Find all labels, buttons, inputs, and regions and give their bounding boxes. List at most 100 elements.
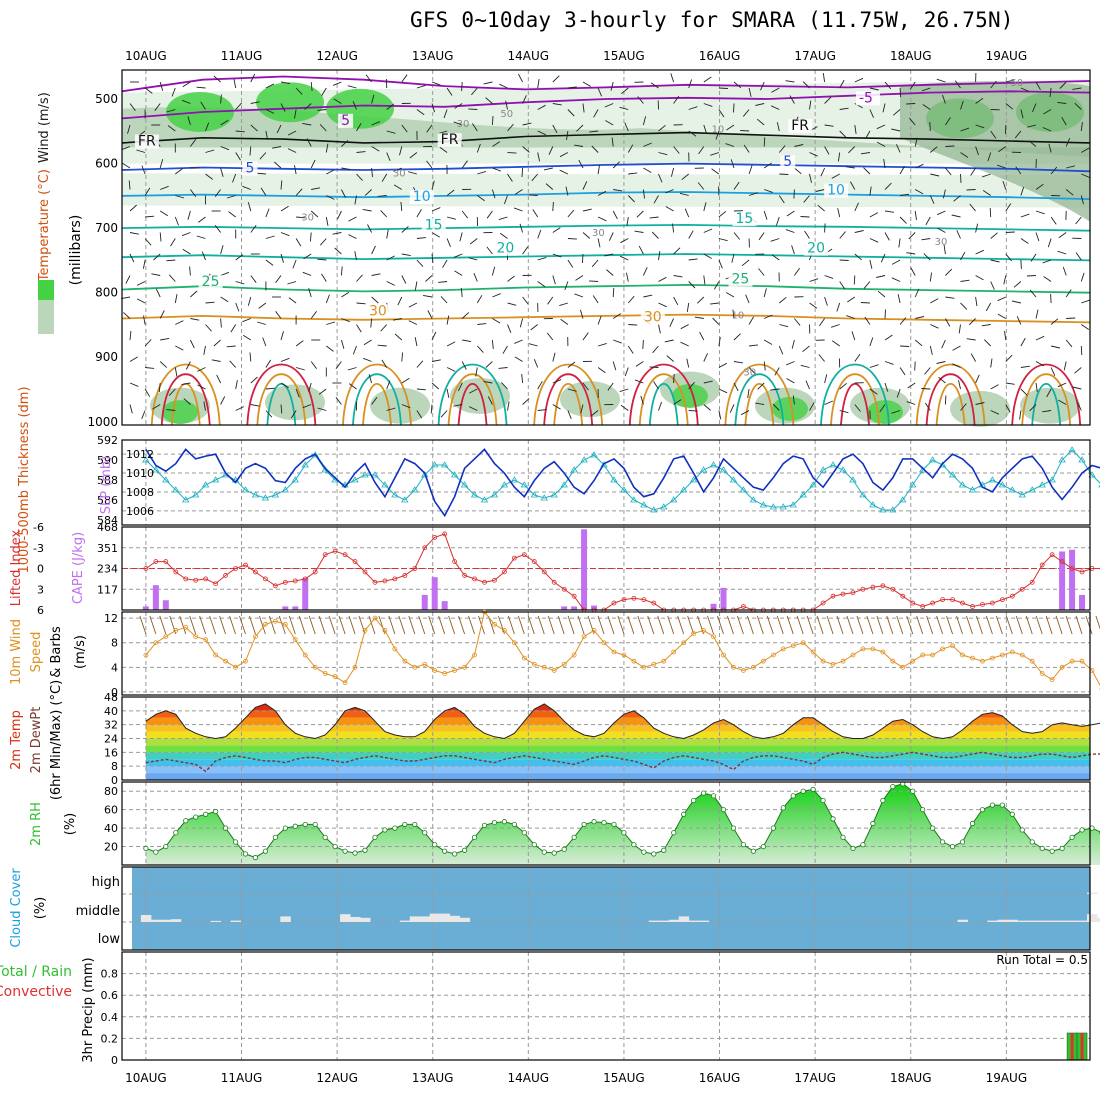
isotherm-line xyxy=(121,313,1091,324)
wind-barb xyxy=(273,161,282,169)
chart-title: GFS 0~10day 3-hourly for SMARA (11.75W, … xyxy=(410,8,1014,32)
isotherm-label-bg xyxy=(198,275,223,290)
boundary-layer-isotherm xyxy=(734,373,785,426)
wind-barb xyxy=(793,189,795,199)
wind-barb xyxy=(491,115,494,126)
wind10m-barb xyxy=(976,615,983,635)
wind-barb xyxy=(989,207,992,218)
isotherm-label: 5 xyxy=(783,154,792,170)
cape-bar xyxy=(142,606,149,610)
wind-barb xyxy=(1014,130,1022,139)
wind-barb xyxy=(854,77,864,83)
wind-barb xyxy=(559,169,569,175)
wind-barb xyxy=(809,173,812,183)
wind-barb xyxy=(129,253,135,263)
wind-barb xyxy=(485,361,493,368)
lifted-index-point xyxy=(910,600,916,606)
lifted-index-point xyxy=(1079,569,1085,575)
wind10m-speed-point xyxy=(930,652,936,658)
lifted-index-point xyxy=(900,593,906,599)
cape-tick-label: 117 xyxy=(97,583,118,596)
wind10m-speed-point xyxy=(1079,658,1085,664)
isotherm-label-bg xyxy=(242,161,258,176)
wind-barb xyxy=(220,119,229,126)
wind-barb xyxy=(658,401,663,411)
wind-barb xyxy=(869,337,874,347)
wind-barb xyxy=(326,321,336,325)
wind-barb xyxy=(906,401,916,405)
wind-barb xyxy=(642,116,647,126)
rh2m-point xyxy=(880,797,886,804)
wind-barb xyxy=(295,340,304,347)
boundary-layer-isotherm xyxy=(1031,382,1062,426)
wind-barb xyxy=(914,210,917,220)
wind-barb xyxy=(265,235,275,239)
rh2m-point xyxy=(1049,848,1055,854)
rh-contour-label: 30 xyxy=(457,119,470,130)
wind10m-barb xyxy=(687,615,695,635)
wind-barb xyxy=(845,166,855,169)
wind-barb xyxy=(371,397,378,405)
wind-barb xyxy=(302,404,312,409)
wind-barb xyxy=(235,130,245,133)
cape-bar xyxy=(292,606,299,610)
wind-barb xyxy=(386,130,396,134)
wind-barb xyxy=(216,374,222,384)
wind-barb xyxy=(545,183,554,190)
precip-total-axis-label: Total / Rain xyxy=(0,964,72,980)
rh2m-point xyxy=(641,849,647,855)
pressure-axis-label: (millibars) xyxy=(68,215,84,286)
cloud-middle-bar xyxy=(1017,920,1028,922)
wind-barb xyxy=(745,294,750,304)
temp-panel-frame xyxy=(121,696,1091,781)
wind-barb xyxy=(319,238,327,246)
wind-barb xyxy=(593,109,599,118)
wind-barb xyxy=(280,205,289,212)
wind-barb xyxy=(325,294,330,304)
wind-barb xyxy=(546,332,554,341)
wind-barb xyxy=(1065,189,1074,196)
wind-barb xyxy=(1005,354,1013,362)
lifted-index-point xyxy=(850,590,856,596)
rh2m-point xyxy=(840,834,846,840)
wind-barb xyxy=(712,317,720,325)
wind-barb xyxy=(365,74,372,83)
wind-barb xyxy=(174,367,178,377)
isotherm-label: FR xyxy=(441,132,459,148)
wind-barb xyxy=(548,146,554,155)
isotherm-label: 30 xyxy=(644,310,662,326)
lifted-index-point xyxy=(1069,566,1075,571)
wind10m-barb xyxy=(527,615,535,635)
wind-barb xyxy=(658,173,663,183)
wind-barb xyxy=(1042,127,1052,132)
wind-barb xyxy=(809,152,818,157)
wind-barb xyxy=(848,146,856,154)
wind-barb xyxy=(505,100,508,110)
boundary-layer-isotherm xyxy=(256,373,307,426)
thickness-point xyxy=(670,496,678,503)
wind-barb xyxy=(144,238,152,246)
temp-tick-label: 16 xyxy=(104,746,118,759)
lifted-index-point xyxy=(382,578,388,584)
lifted-index-point xyxy=(372,579,378,585)
rh2m-point xyxy=(720,807,727,813)
wind-barb xyxy=(930,324,939,329)
wind-barb xyxy=(839,130,847,138)
wind-barb xyxy=(839,410,849,414)
wind-barb xyxy=(718,410,722,420)
wind-barb xyxy=(597,190,607,196)
isotherm-label-bg xyxy=(338,113,354,128)
wind-barb xyxy=(265,130,269,140)
precip-panel-frame xyxy=(121,951,1091,1061)
wind-barb xyxy=(909,117,916,126)
wind-barb xyxy=(1016,316,1022,325)
wind-barb xyxy=(627,345,634,354)
wind-barb xyxy=(393,184,403,190)
boundary-layer-isotherm xyxy=(266,382,297,426)
thickness-point xyxy=(948,471,957,478)
wind-barb xyxy=(733,382,739,392)
wind-barb xyxy=(597,87,603,97)
wind-barb xyxy=(945,167,952,176)
wind-barb xyxy=(416,84,426,89)
wind-barb xyxy=(1074,367,1082,374)
